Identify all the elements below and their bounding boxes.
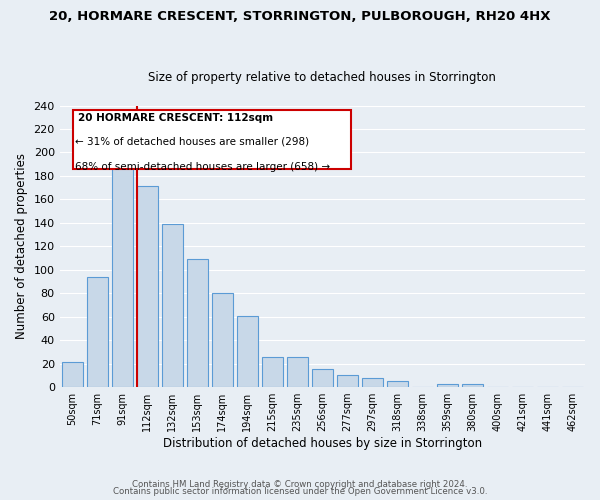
Text: 20 HORMARE CRESCENT: 112sqm: 20 HORMARE CRESCENT: 112sqm (78, 112, 273, 122)
Text: Contains HM Land Registry data © Crown copyright and database right 2024.: Contains HM Land Registry data © Crown c… (132, 480, 468, 489)
X-axis label: Distribution of detached houses by size in Storrington: Distribution of detached houses by size … (163, 437, 482, 450)
Bar (287, 356, 308, 387)
Bar (462, 384, 483, 387)
Bar (262, 356, 283, 387)
Text: 68% of semi-detached houses are larger (658) →: 68% of semi-detached houses are larger (… (76, 162, 331, 172)
Bar (212, 293, 233, 387)
Bar (187, 259, 208, 387)
Title: Size of property relative to detached houses in Storrington: Size of property relative to detached ho… (148, 70, 496, 84)
Bar (161, 224, 183, 387)
Bar (86, 277, 108, 387)
Text: Contains public sector information licensed under the Open Government Licence v3: Contains public sector information licen… (113, 488, 487, 496)
Bar (236, 316, 258, 387)
FancyBboxPatch shape (73, 110, 351, 169)
Text: ← 31% of detached houses are smaller (298): ← 31% of detached houses are smaller (29… (76, 136, 310, 146)
Bar (312, 370, 333, 387)
Bar (362, 378, 383, 387)
Text: 20, HORMARE CRESCENT, STORRINGTON, PULBOROUGH, RH20 4HX: 20, HORMARE CRESCENT, STORRINGTON, PULBO… (49, 10, 551, 23)
Bar (112, 152, 133, 387)
Bar (137, 186, 158, 387)
Bar (387, 381, 408, 387)
Y-axis label: Number of detached properties: Number of detached properties (15, 154, 28, 340)
Bar (62, 362, 83, 387)
Bar (437, 384, 458, 387)
Bar (337, 376, 358, 387)
